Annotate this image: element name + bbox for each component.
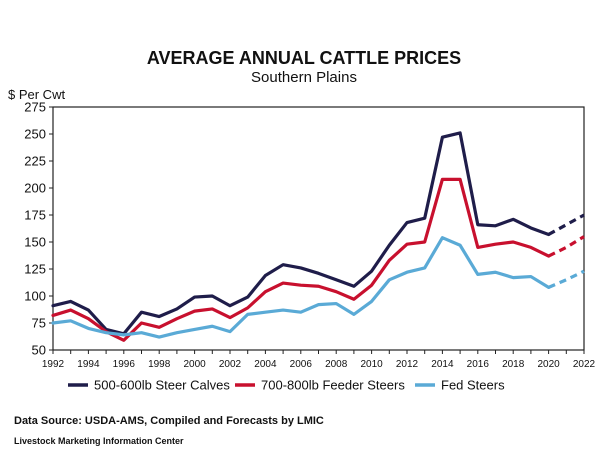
chart-subtitle: Southern Plains xyxy=(251,69,357,86)
x-tick-label: 2004 xyxy=(254,359,277,370)
y-tick-label: 175 xyxy=(24,208,46,223)
x-tick-label: 2006 xyxy=(290,359,313,370)
y-tick-label: 250 xyxy=(24,127,46,142)
y-tick-label: 50 xyxy=(32,343,46,358)
x-tick-label: 2010 xyxy=(360,359,383,370)
legend-label: 500-600lb Steer Calves xyxy=(94,378,230,393)
organization-name: Livestock Marketing Information Center xyxy=(14,436,184,446)
x-tick-label: 1994 xyxy=(77,359,100,370)
x-tick-label: 2020 xyxy=(537,359,560,370)
y-tick-label: 100 xyxy=(24,289,46,304)
y-axis-label: $ Per Cwt xyxy=(8,87,65,102)
y-tick-label: 225 xyxy=(24,154,46,169)
legend-label: Fed Steers xyxy=(441,378,505,393)
x-tick-label: 2016 xyxy=(467,359,490,370)
x-tick-label: 2002 xyxy=(219,359,242,370)
y-tick-label: 275 xyxy=(24,100,46,115)
legend: 500-600lb Steer Calves 700-800lb Feeder S… xyxy=(68,378,505,393)
x-tick-label: 2018 xyxy=(502,359,525,370)
plot-frame xyxy=(52,106,585,351)
chart-title: AVERAGE ANNUAL CATTLE PRICES xyxy=(147,48,461,68)
legend-label: 700-800lb Feeder Steers xyxy=(261,378,405,393)
x-tick-label: 2014 xyxy=(431,359,454,370)
series-line xyxy=(51,131,551,336)
data-source-note: Data Source: USDA-AMS, Compiled and Fore… xyxy=(14,415,324,427)
series-line xyxy=(51,177,551,342)
x-tick-label: 1998 xyxy=(148,359,171,370)
series-line xyxy=(51,236,551,339)
series-forecast-line xyxy=(547,213,585,236)
x-tick-label: 1992 xyxy=(42,359,65,370)
y-tick-label: 75 xyxy=(32,316,46,331)
series-forecast-line xyxy=(547,269,585,289)
plot-area: 50 75 100 125 150 175 200 225 250 275 1992 1994 1996… xyxy=(24,100,595,371)
y-tick-label: 125 xyxy=(24,262,46,277)
x-tick-label: 2008 xyxy=(325,359,348,370)
y-tick-label: 150 xyxy=(24,235,46,250)
x-tick-label: 2022 xyxy=(573,359,596,370)
y-tick-label: 200 xyxy=(24,181,46,196)
x-tick-label: 1996 xyxy=(113,359,136,370)
x-tick-label: 2012 xyxy=(396,359,419,370)
series-forecast-line xyxy=(547,235,585,258)
x-tick-label: 2000 xyxy=(183,359,206,370)
